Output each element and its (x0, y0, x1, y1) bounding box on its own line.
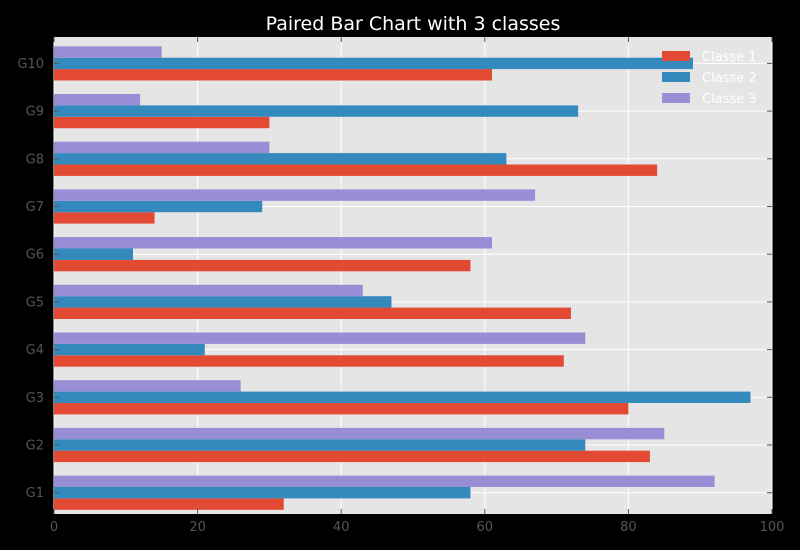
bar (54, 248, 133, 260)
bar (54, 380, 241, 392)
chart-title: Paired Bar Chart with 3 classes (266, 13, 561, 35)
bar (54, 105, 579, 117)
y-tick-label: G10 (17, 57, 44, 72)
bar (54, 259, 471, 272)
y-axis-ticks: G1 G2 G3 G4 G5 G6 G7 G8 G9 G10 (17, 57, 772, 501)
bar (54, 116, 270, 129)
bar (54, 164, 658, 176)
x-axis-ticks: 0 20 40 60 80 100 (50, 37, 785, 535)
legend-swatch (662, 93, 690, 103)
bar (54, 284, 363, 297)
bar (54, 355, 564, 367)
bar (54, 46, 162, 58)
bar (54, 200, 263, 213)
x-tick-label: 20 (189, 520, 206, 535)
bar (54, 498, 284, 510)
bar (54, 343, 205, 356)
y-tick-label: G8 (26, 152, 44, 167)
legend-label: Classe 3 (702, 92, 757, 107)
bar (54, 391, 751, 403)
x-tick-label: 60 (477, 520, 494, 535)
bar (54, 57, 694, 70)
bar (54, 69, 492, 81)
bar (54, 450, 650, 463)
y-tick-label: G2 (26, 439, 44, 454)
y-tick-label: G5 (26, 295, 44, 310)
bar (54, 153, 507, 165)
y-tick-label: G3 (26, 391, 44, 406)
bar (54, 427, 665, 440)
legend-label: Classe 2 (702, 71, 757, 86)
y-tick-label: G7 (26, 200, 44, 215)
y-tick-label: G1 (26, 486, 44, 501)
bar (54, 296, 392, 308)
legend-swatch (662, 51, 690, 61)
bar (54, 141, 270, 154)
bar (54, 332, 586, 344)
bar (54, 487, 471, 499)
bar (54, 237, 492, 249)
y-tick-label: G9 (26, 105, 44, 120)
legend: Classe 1 Classe 2 Classe 3 (662, 50, 757, 107)
bar (54, 475, 715, 487)
x-tick-label: 40 (333, 520, 350, 535)
bar (54, 212, 155, 224)
x-tick-label: 0 (50, 520, 58, 535)
x-tick-label: 100 (760, 520, 785, 535)
legend-swatch (662, 72, 690, 82)
bar (54, 403, 629, 415)
bars (54, 46, 751, 510)
y-tick-label: G6 (26, 248, 44, 263)
y-tick-label: G4 (26, 343, 44, 358)
bar (54, 94, 141, 106)
bar (54, 439, 586, 451)
legend-label: Classe 1 (702, 50, 757, 65)
bar (54, 189, 536, 201)
x-tick-label: 80 (620, 520, 637, 535)
bar (54, 307, 571, 319)
